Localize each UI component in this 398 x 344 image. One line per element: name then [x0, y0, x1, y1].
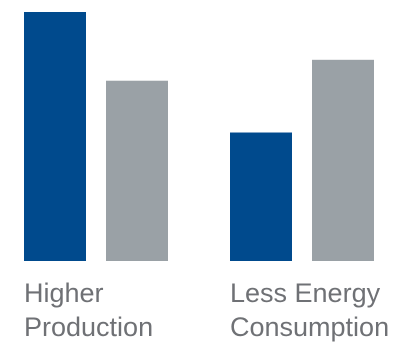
bar-less-energy-consumption-series-2 [312, 59, 374, 261]
bar-higher-production-series-2 [106, 80, 168, 261]
category-label-line: Consumption [230, 312, 390, 342]
bar-less-energy-consumption-series-1 [230, 132, 292, 261]
category-label-higher-production: Higher Production [24, 276, 153, 344]
category-label-line: Less Energy [230, 278, 381, 308]
category-label-line: Higher [24, 278, 104, 308]
category-label-line: Production [24, 312, 154, 342]
bars-group [24, 12, 374, 261]
bar-higher-production-series-1 [24, 12, 86, 261]
category-label-less-energy-consumption: Less Energy Consumption [230, 276, 389, 344]
